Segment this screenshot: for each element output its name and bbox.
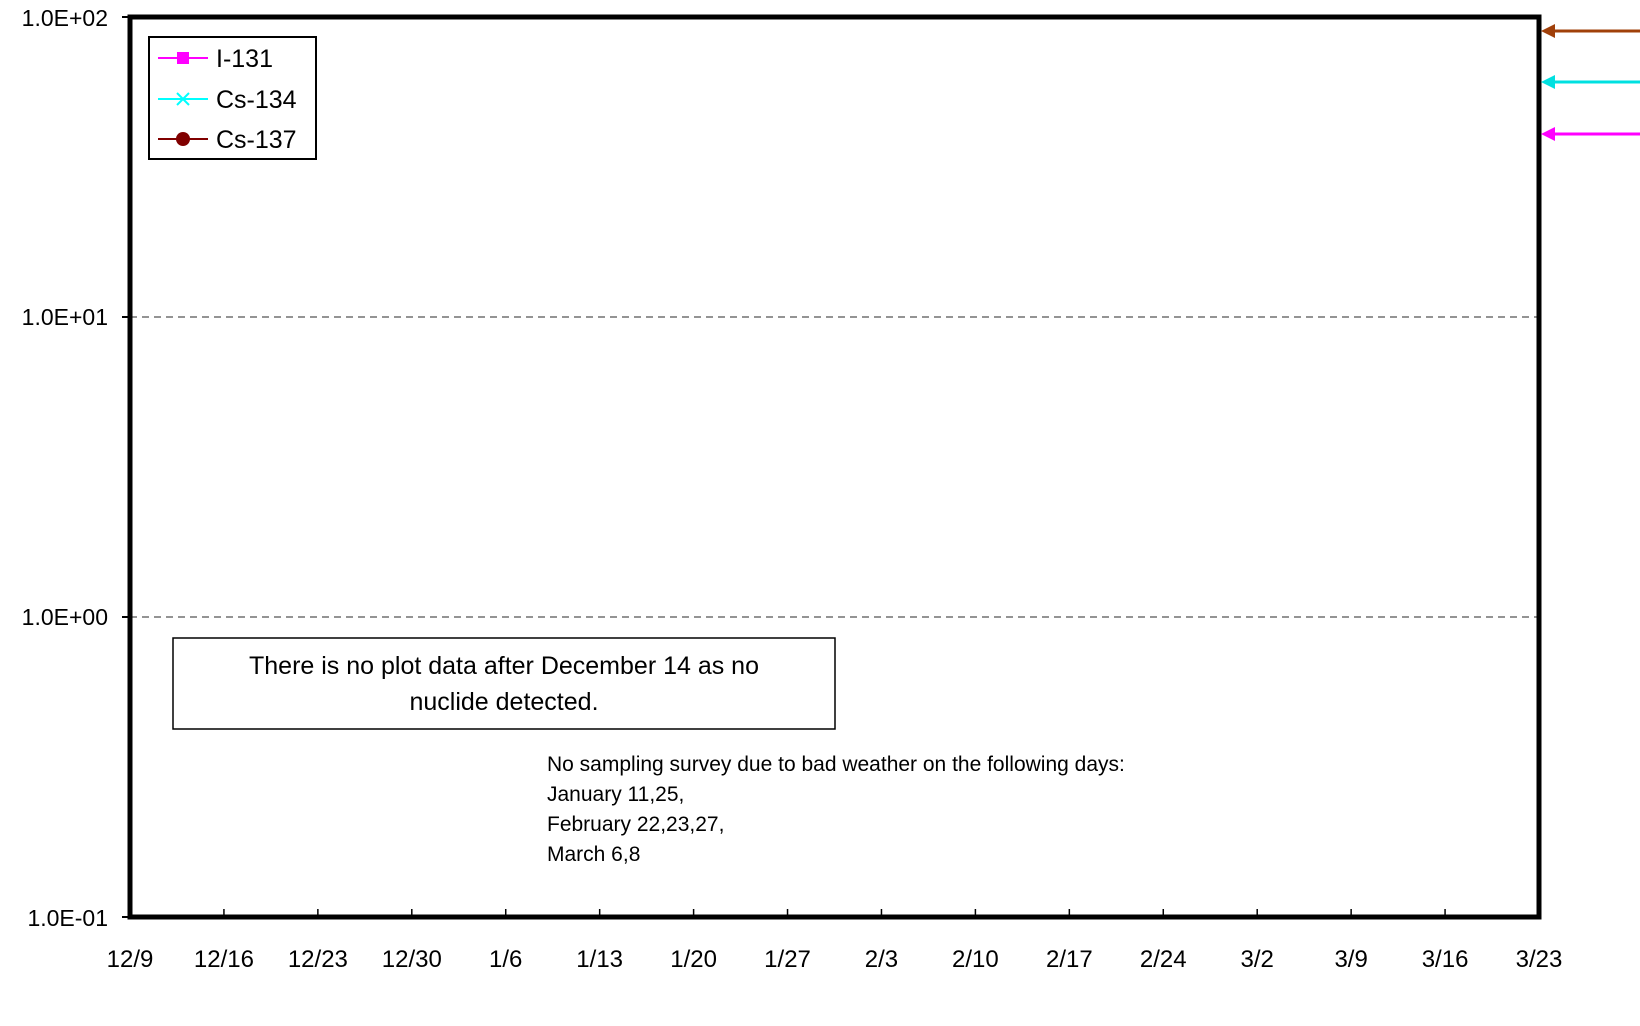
x-tick-label: 1/6 [489, 946, 522, 973]
y-axis-ticks: 1.0E-01 1.0E+00 1.0E+01 1.0E+02 [22, 5, 130, 931]
no-data-annotation-line-2: nuclide detected. [409, 688, 598, 716]
y-tick-label: 1.0E+02 [22, 5, 108, 31]
offscale-arrow [1541, 127, 1640, 141]
x-tick-label: 3/23 [1516, 946, 1563, 973]
x-tick-label: 12/9 [107, 946, 154, 973]
x-tick-label: 12/30 [382, 946, 442, 973]
weather-annotation-line-3: February 22,23,27, [547, 813, 724, 836]
legend-label: Cs-137 [216, 126, 297, 154]
legend-item: Cs-137 [158, 126, 297, 154]
legend-label: I-131 [216, 45, 273, 73]
x-tick-label: 1/27 [764, 946, 811, 973]
x-tick-label: 1/20 [670, 946, 717, 973]
legend: I-131 Cs-134 Cs-137 [148, 36, 317, 160]
weather-annotation-line-1: No sampling survey due to bad weather on… [547, 753, 1125, 776]
weather-annotation-line-4: March 6,8 [547, 843, 640, 866]
x-axis-ticks: 12/9 12/16 12/23 12/30 1/6 1/13 1/20 1/27 2/3 2/1… [107, 909, 1563, 973]
legend-marker [177, 52, 189, 64]
weather-annotation: No sampling survey due to bad weather on… [547, 753, 1125, 866]
x-tick-label: 3/2 [1241, 946, 1274, 973]
offscale-arrow [1541, 75, 1640, 89]
weather-annotation-line-2: January 11,25, [547, 783, 684, 806]
legend-item: I-131 [158, 45, 273, 73]
offscale-arrows [1541, 24, 1640, 141]
x-tick-label: 2/3 [865, 946, 898, 973]
x-tick-label: 2/24 [1140, 946, 1187, 973]
no-data-annotation: There is no plot data after December 14 … [172, 637, 836, 730]
x-tick-label: 2/10 [952, 946, 999, 973]
legend-marker [176, 132, 190, 146]
x-tick-label: 12/23 [288, 946, 348, 973]
y-tick-label: 1.0E-01 [27, 905, 108, 931]
legend-label: Cs-134 [216, 86, 297, 114]
x-tick-label: 3/9 [1334, 946, 1367, 973]
no-data-annotation-line-1: There is no plot data after December 14 … [249, 652, 759, 680]
x-tick-label: 3/16 [1422, 946, 1469, 973]
no-data-annotation-box [172, 637, 836, 730]
grid-layer [130, 316, 1539, 618]
legend-marker [176, 92, 190, 106]
y-tick-label: 1.0E+01 [22, 304, 108, 330]
x-tick-label: 1/13 [576, 946, 623, 973]
x-tick-label: 12/16 [194, 946, 254, 973]
legend-item: Cs-134 [158, 86, 297, 114]
x-tick-label: 2/17 [1046, 946, 1093, 973]
offscale-arrow [1541, 24, 1640, 38]
plot-area-frame [127, 14, 1542, 920]
y-tick-label: 1.0E+00 [22, 604, 108, 630]
